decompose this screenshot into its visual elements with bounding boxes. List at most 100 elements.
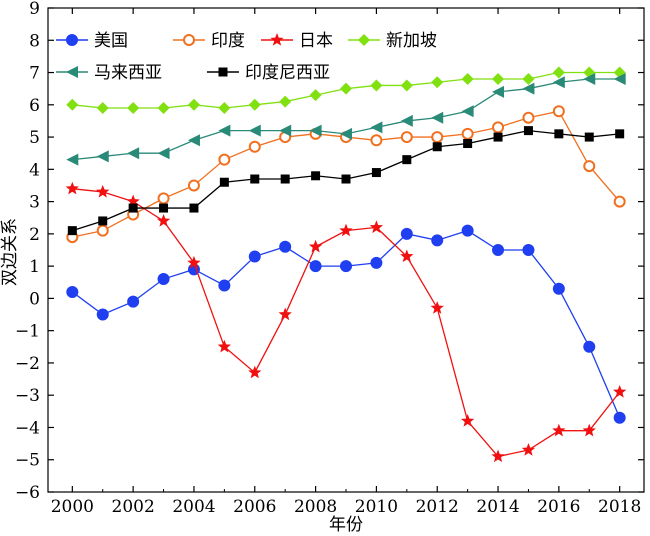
data-point [552, 66, 565, 79]
y-axis-title: 双边关系 [0, 218, 20, 286]
legend-swatch-marker [218, 67, 228, 77]
data-point [279, 95, 292, 108]
data-point [157, 192, 170, 205]
data-point [96, 150, 109, 163]
data-point [521, 443, 536, 456]
data-point [159, 203, 169, 213]
legend-item: 美国 [56, 31, 128, 51]
data-point [309, 260, 322, 273]
data-point [187, 98, 200, 111]
y-tick-label: 8 [29, 31, 40, 51]
legend-swatch-marker [183, 34, 195, 46]
data-point [218, 153, 231, 166]
data-point [461, 127, 474, 140]
data-point [66, 285, 79, 298]
y-tick-label: −6 [15, 483, 40, 503]
data-point [157, 102, 170, 115]
data-point [250, 174, 260, 184]
series-美国 [66, 224, 626, 424]
data-point [491, 449, 505, 463]
legend-label: 美国 [94, 31, 128, 51]
data-point [461, 224, 474, 237]
data-point [583, 160, 596, 173]
x-tick-label: 2004 [172, 497, 215, 517]
data-point [248, 365, 262, 379]
data-point [370, 121, 383, 134]
data-point [400, 249, 414, 263]
y-tick-label: 3 [29, 193, 40, 213]
legend-item: 印度尼西亚 [207, 63, 330, 83]
data-point [340, 82, 352, 95]
y-tick-label: −4 [15, 418, 40, 438]
data-point [127, 295, 140, 308]
data-point [460, 414, 475, 427]
x-tick-label: 2010 [355, 497, 398, 517]
data-point [613, 411, 626, 424]
data-point [96, 102, 109, 115]
data-point [189, 203, 199, 213]
data-point [96, 184, 110, 198]
data-point [339, 223, 353, 237]
data-point [218, 124, 231, 137]
y-tick-label: 9 [29, 0, 40, 19]
data-point [96, 224, 109, 237]
data-point [522, 72, 535, 85]
data-point [370, 256, 383, 269]
data-point [552, 423, 566, 437]
data-point [341, 174, 351, 184]
data-point [492, 121, 505, 134]
data-point [278, 307, 292, 321]
data-point [493, 132, 503, 142]
data-point [308, 239, 323, 253]
series-印度尼西亚 [67, 126, 625, 236]
data-point [218, 102, 231, 115]
legend-swatch-marker [270, 33, 284, 46]
y-tick-label: −2 [15, 354, 40, 374]
data-point [461, 105, 474, 118]
data-point [309, 124, 322, 137]
data-point [522, 82, 535, 95]
legend-label: 印度 [211, 31, 245, 51]
series-马来西亚 [66, 72, 626, 166]
data-point [65, 181, 79, 195]
data-point [582, 423, 596, 437]
legend-label: 新加坡 [386, 31, 437, 51]
data-point [370, 79, 383, 92]
series-line [71, 229, 621, 419]
y-tick-label: 5 [29, 128, 40, 148]
data-point [66, 153, 79, 166]
x-axis: 2000 2002 2004 2006 2008 2010 2012 2014 2016 2018 [51, 8, 641, 517]
data-point [280, 174, 290, 184]
series-日本 [65, 181, 627, 463]
y-tick-label: −5 [15, 451, 40, 471]
data-point [552, 105, 565, 118]
data-point [248, 140, 261, 153]
data-point [522, 244, 535, 256]
series-layer [65, 66, 627, 463]
data-point [400, 114, 413, 127]
data-point [248, 124, 261, 137]
data-point [127, 147, 140, 160]
data-point [613, 72, 626, 85]
data-point [552, 76, 565, 89]
data-point [371, 168, 381, 178]
data-point [340, 127, 352, 140]
y-tick-label: 2 [29, 225, 40, 245]
data-point [492, 244, 505, 256]
series-line [72, 110, 621, 238]
data-point [431, 234, 444, 247]
data-point [492, 85, 505, 98]
data-point [613, 195, 626, 208]
data-point [279, 124, 292, 137]
series-印度 [66, 105, 626, 244]
legend-label: 马来西亚 [94, 63, 162, 83]
data-point [400, 79, 413, 92]
legend-item: 马来西亚 [56, 63, 162, 83]
data-point [126, 194, 140, 208]
legend-label: 日本 [299, 31, 333, 51]
data-point [431, 76, 444, 89]
data-point [157, 147, 170, 160]
data-point [431, 131, 444, 144]
